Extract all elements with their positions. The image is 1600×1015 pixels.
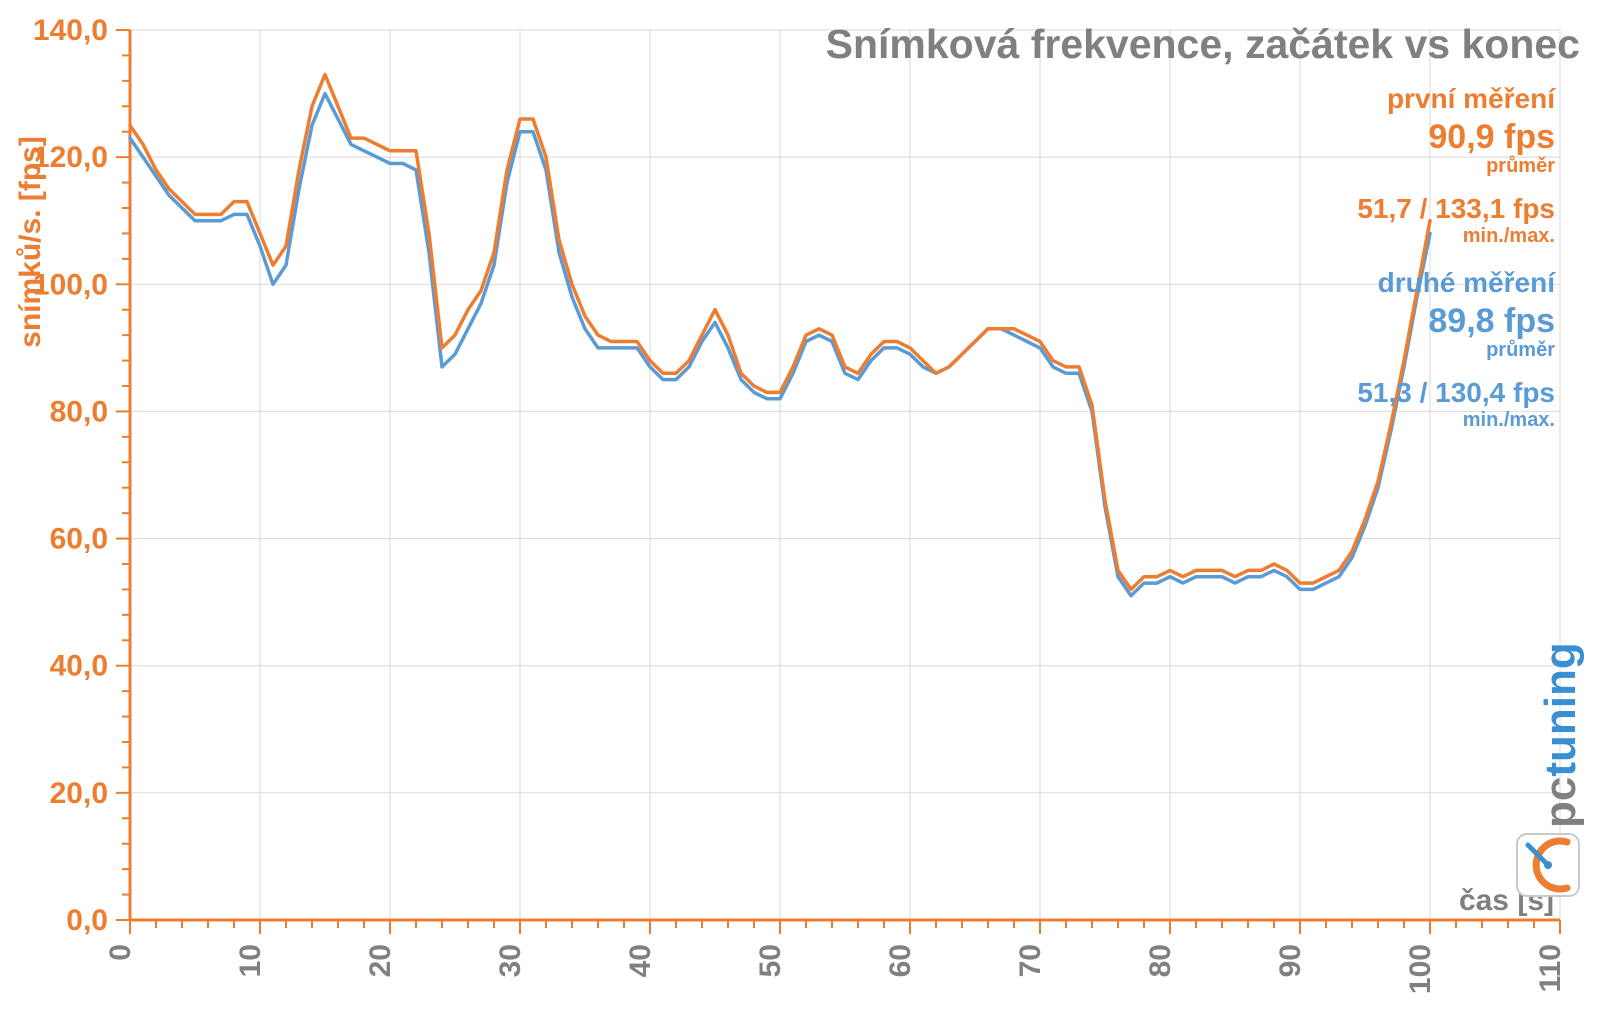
x-tick-label: 10 xyxy=(234,944,267,977)
x-tick-label: 100 xyxy=(1404,944,1437,994)
x-tick-label: 20 xyxy=(364,944,397,977)
x-tick-label: 70 xyxy=(1014,944,1047,977)
x-tick-label: 40 xyxy=(624,944,657,977)
legend-series2-minmax: 51,3 / 130,4 fps xyxy=(1357,377,1555,408)
chart-svg: 0,020,040,060,080,0100,0120,0140,0010203… xyxy=(0,0,1600,1015)
legend-series2-avg-label: průměr xyxy=(1486,339,1555,361)
y-tick-label: 0,0 xyxy=(66,904,108,937)
legend-series1-name: první měření xyxy=(1387,83,1556,114)
y-tick-label: 80,0 xyxy=(50,395,108,428)
x-tick-label: 80 xyxy=(1144,944,1177,977)
y-axis-title: snímků/s. [fps] xyxy=(14,136,47,348)
y-tick-label: 60,0 xyxy=(50,523,108,556)
x-tick-label: 110 xyxy=(1534,944,1567,992)
y-tick-label: 40,0 xyxy=(50,650,108,683)
x-tick-label: 90 xyxy=(1274,944,1307,977)
x-tick-label: 50 xyxy=(754,944,787,977)
legend-series1-avg-label: průměr xyxy=(1486,155,1555,177)
legend-series2-name: druhé měření xyxy=(1378,267,1557,298)
x-tick-label: 30 xyxy=(494,944,527,977)
legend-series1-minmax: 51,7 / 133,1 fps xyxy=(1357,193,1555,224)
y-tick-label: 20,0 xyxy=(50,777,108,810)
legend-series1-avg: 90,9 fps xyxy=(1428,118,1555,156)
y-tick-label: 140,0 xyxy=(33,14,108,47)
legend-series2-minmax-label: min./max. xyxy=(1463,409,1555,431)
watermark-text: pctuning xyxy=(1536,642,1585,828)
x-tick-label: 60 xyxy=(884,944,917,977)
chart-title: Snímková frekvence, začátek vs konec xyxy=(826,21,1580,67)
fps-chart: 0,020,040,060,080,0100,0120,0140,0010203… xyxy=(0,0,1600,1015)
x-tick-label: 0 xyxy=(104,944,137,961)
legend-series1-minmax-label: min./max. xyxy=(1463,225,1555,247)
legend-series2-avg: 89,8 fps xyxy=(1428,302,1555,340)
